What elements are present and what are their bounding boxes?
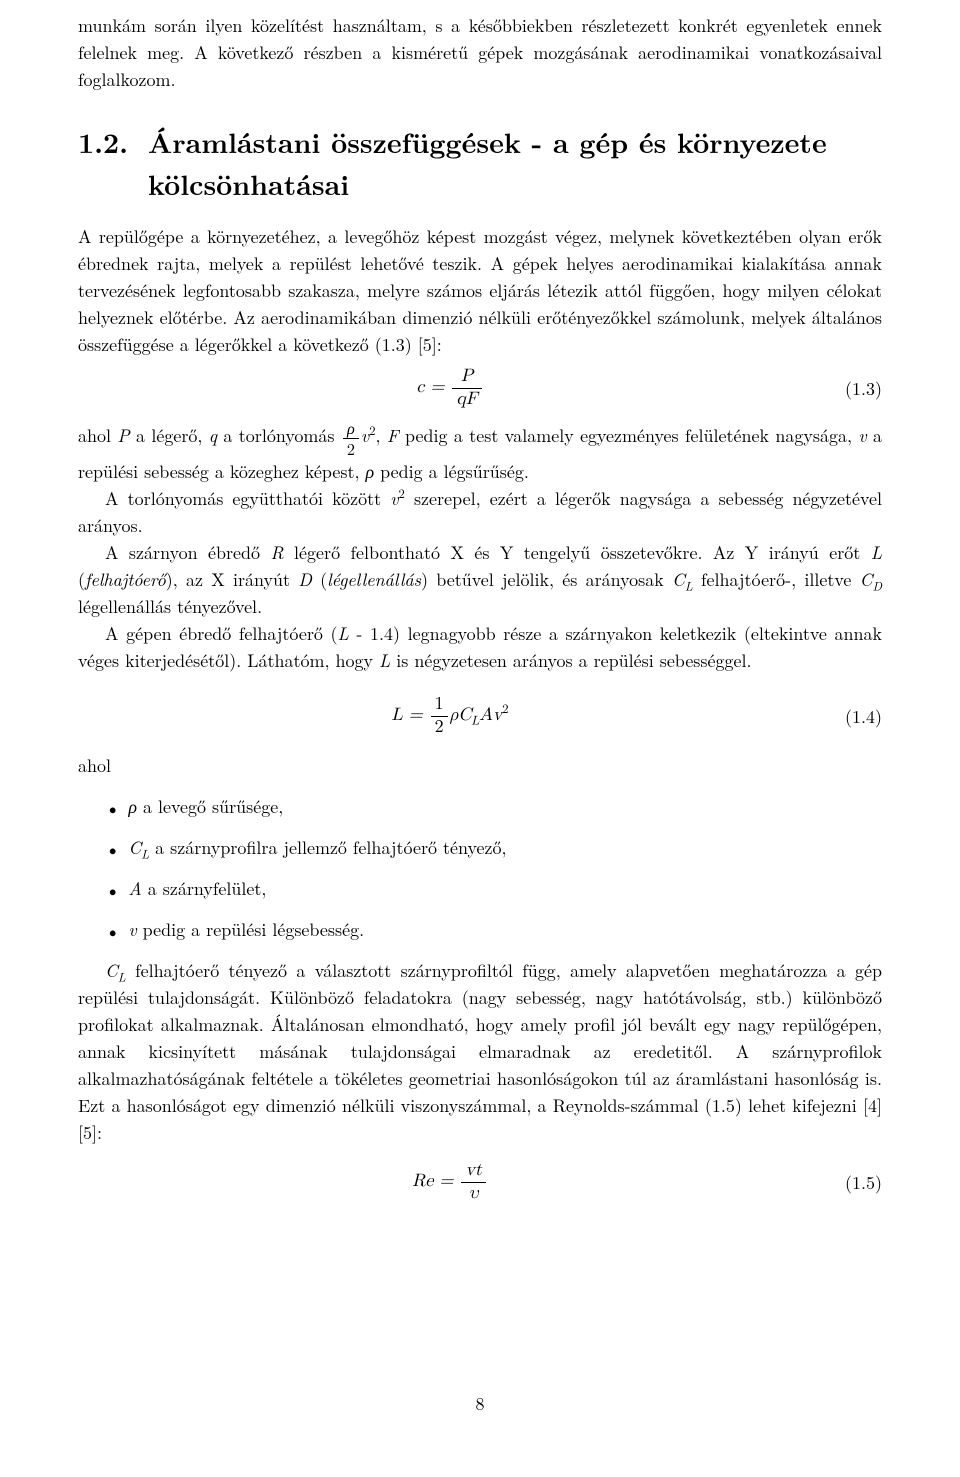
page-number: 8 [78, 1390, 882, 1417]
section-heading: 1.2. Áramlástani összefüggések - a gép é… [78, 121, 882, 205]
bullet-item-rho: ρ a levegő sűrűsége, [105, 793, 882, 820]
paragraph-6: CL felhajtóerő tényező a választott szár… [78, 957, 882, 1146]
bullet-list: ρ a levegő sűrűsége, CL a szárnyprofilra… [105, 793, 882, 943]
ahol-label: ahol [78, 752, 882, 779]
equation-1-5-number: (1.5) [822, 1169, 882, 1196]
intro-paragraph: munkám során ilyen közelítést használtam… [78, 12, 882, 93]
equation-1-3-number: (1.3) [822, 375, 882, 402]
equation-1-5: Re = vt υ (1.5) [78, 1160, 882, 1204]
equation-1-4-number: (1.4) [822, 703, 882, 730]
section-title: Áramlástani összefüggések - a gép és kör… [148, 121, 882, 205]
bullet-item-a: A a szárnyfelület, [105, 875, 882, 902]
paragraph-3: A torlónyomás együtthatói között v2 szer… [78, 485, 882, 539]
bullet-item-cl: CL a szárnyprofilra jellemző felhajtóerő… [105, 834, 882, 861]
paragraph-5: A gépen ébredő felhajtóerő (L - 1.4) leg… [78, 620, 882, 674]
paragraph-1: A repülőgépe a környezetéhez, a levegőhö… [78, 223, 882, 358]
equation-1-3: c = P qF (1.3) [78, 366, 882, 410]
equation-1-4-body: L = 1 2 ρCLAv2 [391, 694, 508, 738]
paragraph-4: A szárnyon ébredő R légerő felbontható X… [78, 539, 882, 620]
equation-1-3-body: c = P qF [416, 366, 483, 410]
paragraph-2: ahol P a légerő, q a torlónyomás ρ2v2, F… [78, 418, 882, 485]
section-number: 1.2. [78, 121, 148, 163]
bullet-item-v: v pedig a repülési légsebesség. [105, 916, 882, 943]
equation-1-5-body: Re = vt υ [412, 1160, 488, 1204]
equation-1-4: L = 1 2 ρCLAv2 (1.4) [78, 694, 882, 738]
